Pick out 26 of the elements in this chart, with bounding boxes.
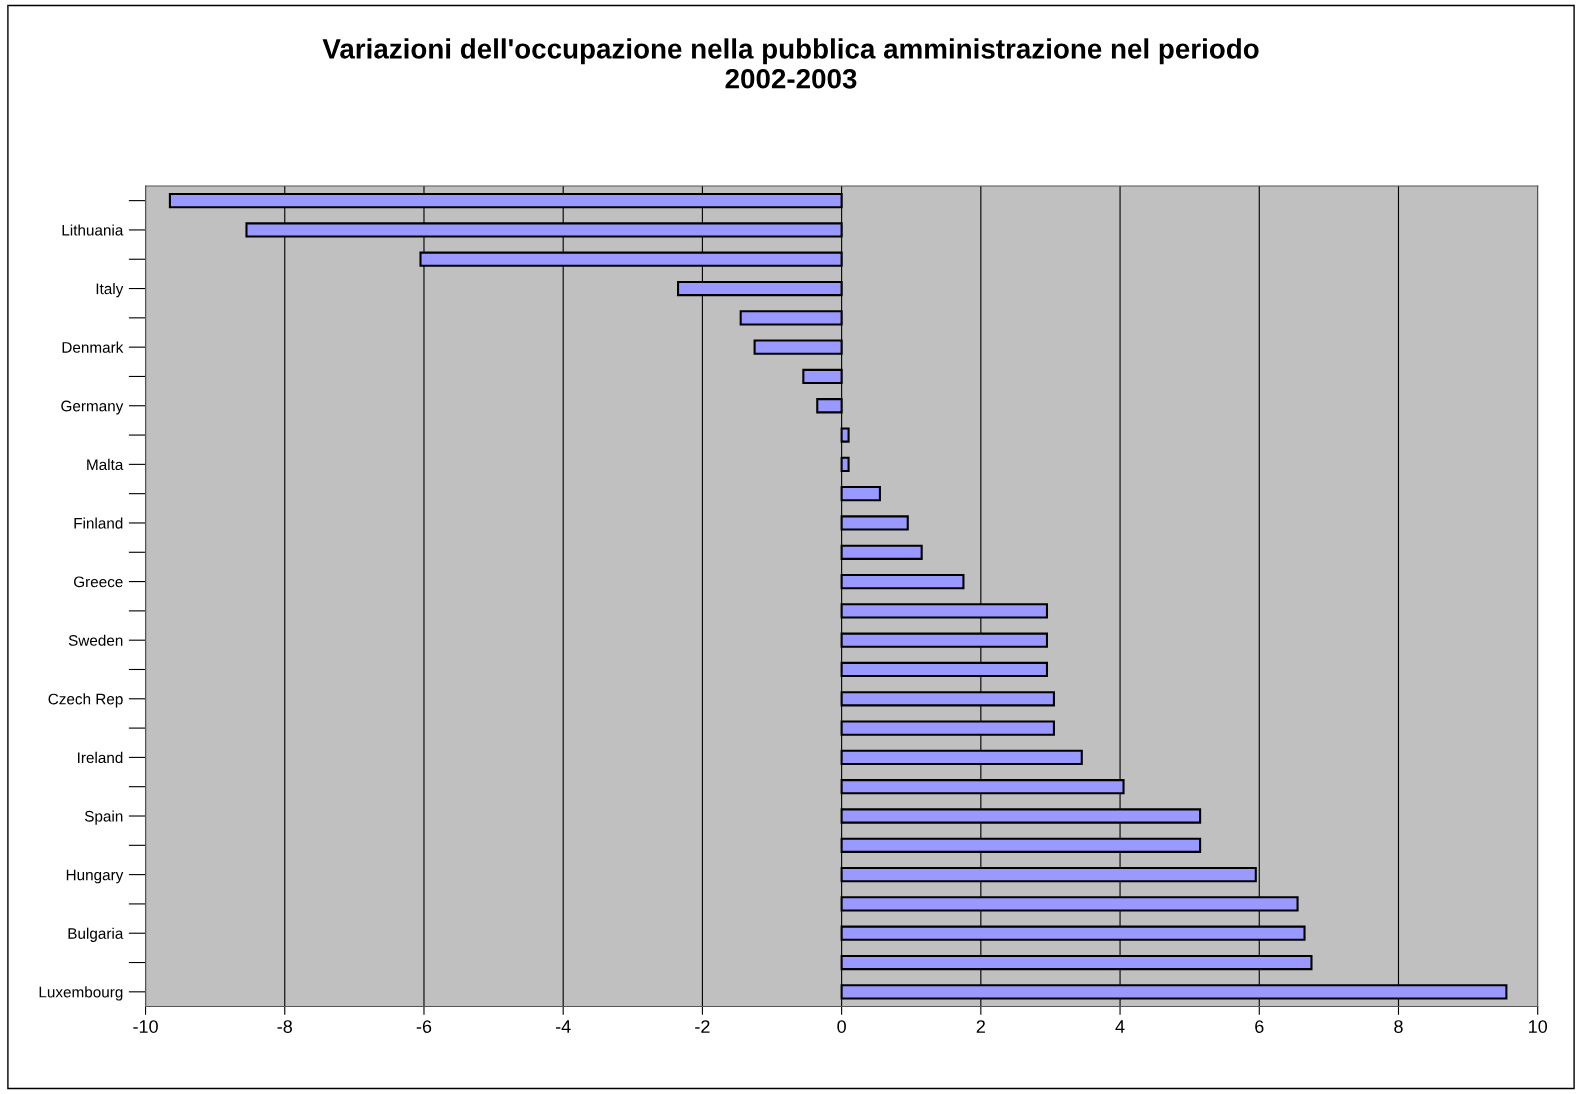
x-tick-label: 0 bbox=[837, 1020, 846, 1033]
y-tick-label: Italy bbox=[96, 283, 124, 298]
x-tick-label: 10 bbox=[1529, 1020, 1548, 1033]
x-tick-label: -4 bbox=[555, 1020, 571, 1033]
y-tick-label: Hungary bbox=[66, 869, 124, 884]
y-tick-label: Finland bbox=[74, 517, 123, 529]
x-tick-label: -2 bbox=[695, 1020, 710, 1033]
y-tick-label: Denmark bbox=[62, 341, 124, 353]
chart-title: Variazioni dell'occupazione nella pubblica amministrazione nel periodo 2002-2003 bbox=[322, 38, 1259, 89]
y-tick-label: Malta bbox=[87, 458, 124, 471]
y-tick-label: Germany bbox=[61, 400, 124, 415]
x-tick-label: 2 bbox=[976, 1020, 985, 1033]
y-tick-label: Greece bbox=[73, 576, 123, 588]
x-tick-label: -8 bbox=[277, 1020, 292, 1033]
y-tick-label: Ireland bbox=[78, 751, 123, 764]
y-tick-label: Luxembourg bbox=[39, 986, 123, 1001]
x-tick-label: -10 bbox=[133, 1020, 158, 1033]
x-tick-label: 4 bbox=[1115, 1020, 1125, 1033]
y-tick-label: Czech Rep bbox=[48, 693, 123, 708]
x-tick-label: 6 bbox=[1255, 1020, 1264, 1033]
x-tick-label: 8 bbox=[1394, 1020, 1403, 1033]
y-tick-label: Lithuania bbox=[62, 224, 124, 236]
y-tick-label: Spain bbox=[84, 810, 123, 825]
y-tick-label: Sweden bbox=[68, 634, 123, 646]
x-tick-label: -6 bbox=[416, 1020, 432, 1033]
y-tick-label: Bulgaria bbox=[68, 927, 124, 942]
